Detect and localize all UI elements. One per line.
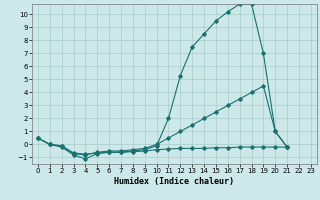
X-axis label: Humidex (Indice chaleur): Humidex (Indice chaleur) — [115, 177, 234, 186]
